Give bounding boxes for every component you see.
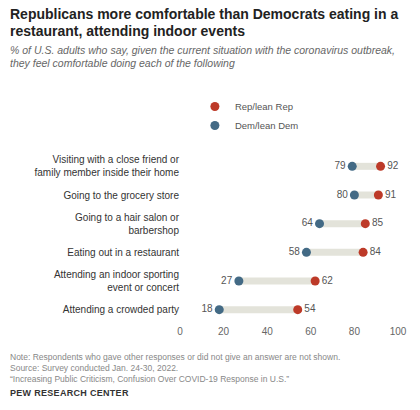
svg-text:20: 20: [218, 326, 230, 337]
svg-text:0: 0: [177, 326, 183, 337]
svg-text:85: 85: [372, 217, 384, 228]
svg-text:Attending an indoor sportingev: Attending an indoor sportingevent or con…: [54, 269, 179, 293]
html-text:Source: Survey conducted Jan.: Source: Survey conducted Jan. 24-30, 202…: [10, 363, 179, 373]
html-text:Note: Respondents who gave oth: Note: Respondents who gave other respons…: [10, 352, 341, 362]
svg-text:79: 79: [334, 160, 346, 171]
svg-text:Going to a hair salon orbarber: Going to a hair salon orbarbershop: [75, 212, 180, 236]
html-text:“Increasing Public Criticism,: “Increasing Public Criticism, Confusion …: [10, 374, 290, 384]
svg-text:27: 27: [221, 275, 233, 286]
svg-text:80: 80: [337, 189, 349, 200]
svg-text:80: 80: [349, 326, 361, 337]
html-text:% of U.S. adults who say, give: % of U.S. adults who say, given the curr…: [10, 44, 395, 69]
svg-text:Going to the grocery store: Going to the grocery store: [63, 190, 179, 201]
svg-text:Attending a crowded party: Attending a crowded party: [63, 304, 179, 315]
svg-text:54: 54: [304, 303, 316, 314]
svg-text:92: 92: [387, 160, 399, 171]
svg-text:Dem/lean Dem: Dem/lean Dem: [235, 120, 298, 131]
svg-text:18: 18: [201, 303, 213, 314]
svg-text:60: 60: [305, 326, 317, 337]
svg-text:91: 91: [385, 189, 397, 200]
svg-text:100: 100: [390, 326, 407, 337]
svg-text:Visiting with a close friend o: Visiting with a close friend orfamily me…: [35, 154, 180, 178]
svg-text:64: 64: [302, 217, 314, 228]
svg-text:84: 84: [370, 246, 382, 257]
html-text:Republicans more comfortable t: Republicans more comfortable than Democr…: [10, 6, 399, 39]
svg-text:40: 40: [262, 326, 274, 337]
svg-text:58: 58: [289, 246, 301, 257]
html-text:PEW RESEARCH CENTER: PEW RESEARCH CENTER: [10, 388, 129, 398]
svg-text:Eating out in a restaurant: Eating out in a restaurant: [67, 247, 179, 258]
svg-text:62: 62: [322, 275, 334, 286]
svg-text:Rep/lean Rep: Rep/lean Rep: [235, 101, 293, 112]
